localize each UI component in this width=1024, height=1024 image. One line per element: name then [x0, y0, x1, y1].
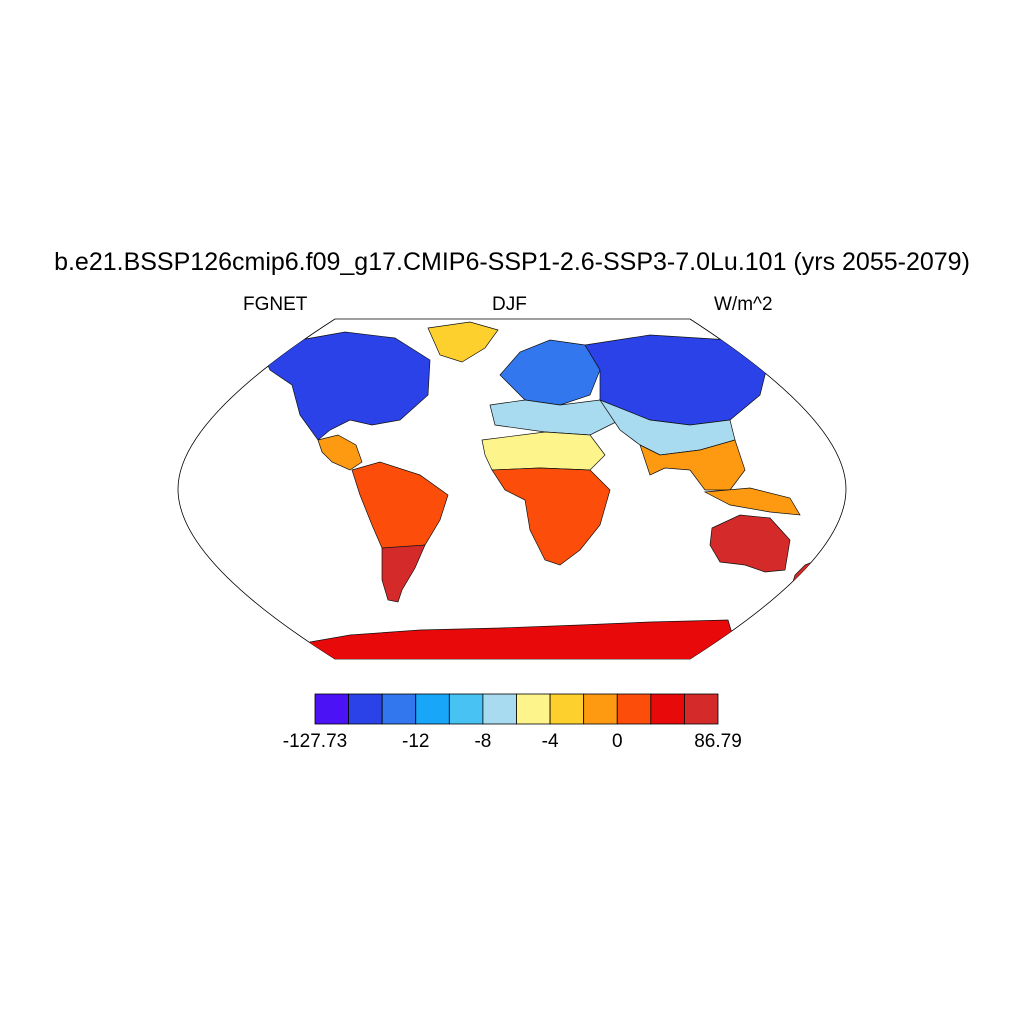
colorbar-label: 86.79 [694, 731, 742, 752]
colorbar-label: -127.73 [282, 731, 348, 752]
colorbar-swatch-11 [684, 693, 719, 725]
colorbar-label: -8 [474, 731, 492, 752]
region-patagonia [381, 544, 426, 603]
units-label: W/m^2 [714, 294, 773, 315]
region-north-america [261, 331, 431, 441]
colorbar-swatch-4 [448, 693, 484, 725]
colorbar-swatch-5 [482, 693, 517, 725]
colorbar-label: -12 [402, 731, 430, 752]
colorbar-label: -4 [541, 731, 559, 752]
region-australia [709, 514, 791, 573]
colorbar-swatch-3 [415, 693, 450, 725]
colorbar-swatch-1 [348, 693, 383, 725]
colorbar-swatch-2 [381, 693, 417, 725]
season-label: DJF [492, 294, 527, 315]
colorbar-swatch-9 [616, 693, 652, 725]
region-antarctica [299, 619, 741, 659]
plot-title: b.e21.BSSP126cmip6.f09_g17.CMIP6-SSP1-2.… [54, 248, 970, 276]
region-greenland [427, 321, 499, 363]
colorbar-swatch-10 [650, 693, 685, 725]
colorbar-swatch-6 [516, 693, 551, 725]
region-central-america [317, 434, 363, 471]
colorbar-swatch-8 [583, 693, 618, 725]
colorbar-label: 0 [611, 731, 623, 752]
region-africa-south [491, 467, 611, 566]
colorbar-swatch-7 [549, 693, 585, 725]
region-indonesia [703, 487, 801, 516]
variable-name: FGNET [243, 294, 308, 315]
colorbar-swatch-0 [314, 693, 349, 725]
